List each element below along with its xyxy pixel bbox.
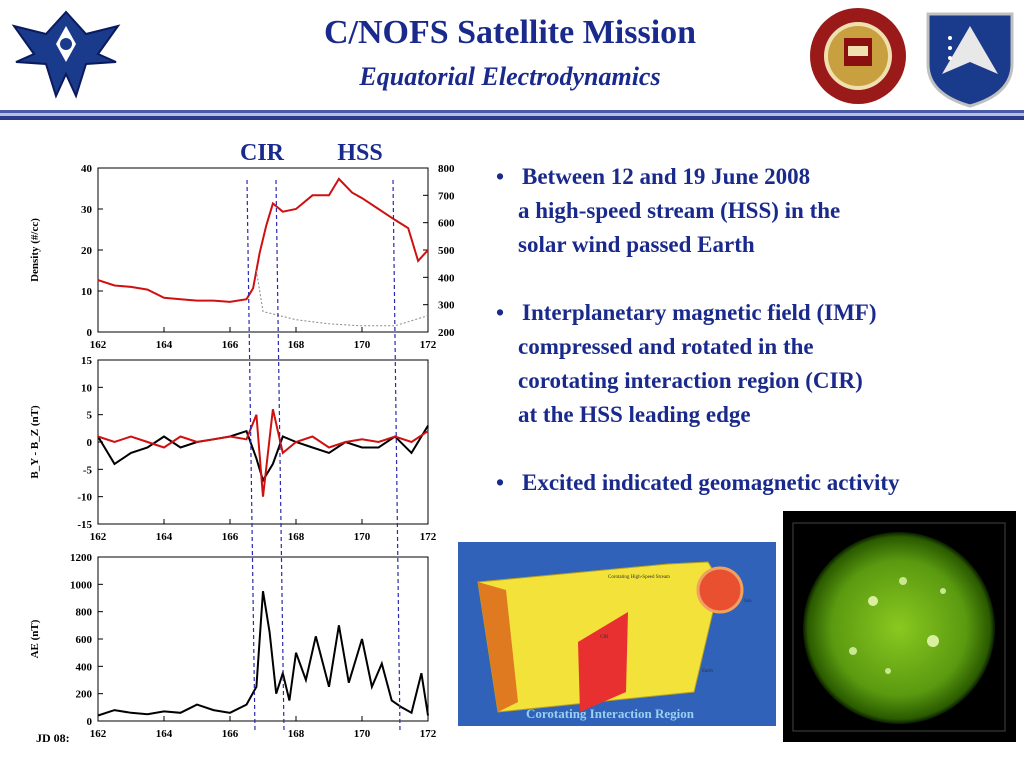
series-line — [97, 425, 429, 483]
y-tick-label: 800 — [76, 607, 93, 619]
y-tick-label: -15 — [77, 519, 92, 531]
y2-tick-label: 500 — [438, 245, 455, 257]
x-tick-label: 168 — [288, 531, 305, 543]
y2-tick-label: 700 — [438, 190, 455, 202]
bullet-line: Interplanetary magnetic field (IMF) — [522, 300, 877, 325]
y2-tick-label: 800 — [438, 163, 455, 175]
bullet-marker: • — [496, 164, 505, 189]
bullet-marker: • — [496, 300, 505, 325]
header-divider — [0, 110, 1024, 120]
series-line — [255, 270, 429, 327]
y-axis-label: B_Y - B_Z (nT) — [29, 405, 41, 479]
bullet-marker: • — [496, 470, 505, 495]
cir-diagram-label: Earth — [702, 669, 713, 674]
hss-label: HSS — [337, 140, 382, 166]
y-tick-label: -5 — [83, 464, 93, 476]
y-tick-label: 5 — [87, 410, 93, 422]
event-marker-line — [275, 179, 285, 733]
page-subtitle: Equatorial Electrodynamics — [359, 62, 661, 91]
cir-label: CIR — [240, 140, 285, 166]
x-tick-label: 162 — [90, 728, 107, 740]
y-tick-label: 1000 — [70, 579, 93, 591]
y-tick-label: 0 — [87, 327, 93, 339]
y2-tick-label: 300 — [438, 300, 455, 312]
x-tick-label: 162 — [90, 531, 107, 543]
bullet-item: • Excited indicated geomagnetic activity — [496, 466, 900, 500]
x-tick-label: 164 — [156, 339, 173, 351]
y-tick-label: 40 — [81, 163, 93, 175]
page-title: C/NOFS Satellite Mission — [323, 14, 697, 51]
y-tick-label: 0 — [87, 716, 93, 728]
y-tick-label: 30 — [81, 204, 93, 216]
x-tick-label: 164 — [156, 531, 173, 543]
bullet-item: • Interplanetary magnetic field (IMF) comp… — [496, 296, 877, 432]
y-tick-label: 400 — [76, 661, 93, 673]
event-marker-line — [392, 179, 401, 733]
boston-college-seal — [808, 6, 908, 106]
bullet-line: Excited indicated geomagnetic activity — [522, 470, 900, 495]
afrl-logo — [920, 4, 1020, 108]
plot-frame — [97, 167, 429, 333]
jd-prefix: JD 08: — [36, 731, 70, 745]
cir-diagram-image: Corotating High-Speed Stream Sun CIR Ear… — [458, 542, 776, 726]
x-tick-label: 162 — [90, 339, 107, 351]
x-tick-label: 172 — [420, 728, 437, 740]
x-tick-label: 166 — [222, 531, 239, 543]
y2-tick-label: 200 — [438, 327, 455, 339]
bullet-list: • Between 12 and 19 June 2008 a high-speed… — [496, 160, 1016, 510]
y-tick-label: 200 — [76, 689, 93, 701]
cir-diagram-label: Corotating High-Speed Stream — [608, 575, 670, 580]
y-tick-label: 1200 — [70, 552, 93, 564]
y-axis-label: AE (nT) — [29, 619, 41, 658]
y2-tick-label: 400 — [438, 272, 455, 284]
series-line — [97, 591, 429, 717]
y-axis-label: Density (#/cc) — [29, 218, 41, 282]
series-line — [97, 408, 429, 497]
solar-wind-figure: CIR HSS 010203040200300400500600700800|V… — [29, 140, 455, 745]
bullet-item: • Between 12 and 19 June 2008 a high-speed… — [496, 160, 840, 262]
y-tick-label: 20 — [81, 245, 93, 257]
series-line — [97, 177, 429, 303]
bullet-line: at the HSS leading edge — [518, 402, 751, 427]
y-tick-label: -10 — [77, 492, 92, 504]
x-tick-label: 168 — [288, 339, 305, 351]
x-tick-label: 166 — [222, 339, 239, 351]
x-tick-label: 166 — [222, 728, 239, 740]
x-tick-label: 164 — [156, 728, 173, 740]
y-tick-label: 600 — [76, 634, 93, 646]
y-tick-label: 10 — [81, 286, 93, 298]
cir-caption: Corotating Interaction Region — [526, 706, 695, 721]
bullet-line: Between 12 and 19 June 2008 — [522, 164, 811, 189]
bullet-line: a high-speed stream (HSS) in the — [518, 198, 841, 223]
plot-frame — [97, 556, 429, 722]
x-tick-label: 172 — [420, 531, 437, 543]
bullet-line: solar wind passed Earth — [518, 232, 755, 257]
y-tick-label: 10 — [81, 382, 93, 394]
bullet-line: corotating interaction region (CIR) — [518, 368, 863, 393]
y2-tick-label: 600 — [438, 218, 455, 230]
event-marker-line — [246, 179, 256, 733]
air-force-logo — [6, 4, 126, 104]
x-tick-label: 170 — [354, 728, 371, 740]
bullet-line: compressed and rotated in the — [518, 334, 814, 359]
x-tick-label: 170 — [354, 531, 371, 543]
cir-diagram-label: Sun — [744, 599, 752, 604]
x-tick-label: 172 — [420, 339, 437, 351]
y-tick-label: 15 — [81, 355, 93, 367]
x-tick-label: 170 — [354, 339, 371, 351]
cir-diagram-label: CIR — [600, 635, 609, 640]
y-tick-label: 0 — [87, 437, 93, 449]
x-tick-label: 168 — [288, 728, 305, 740]
sun-image — [783, 511, 1016, 742]
